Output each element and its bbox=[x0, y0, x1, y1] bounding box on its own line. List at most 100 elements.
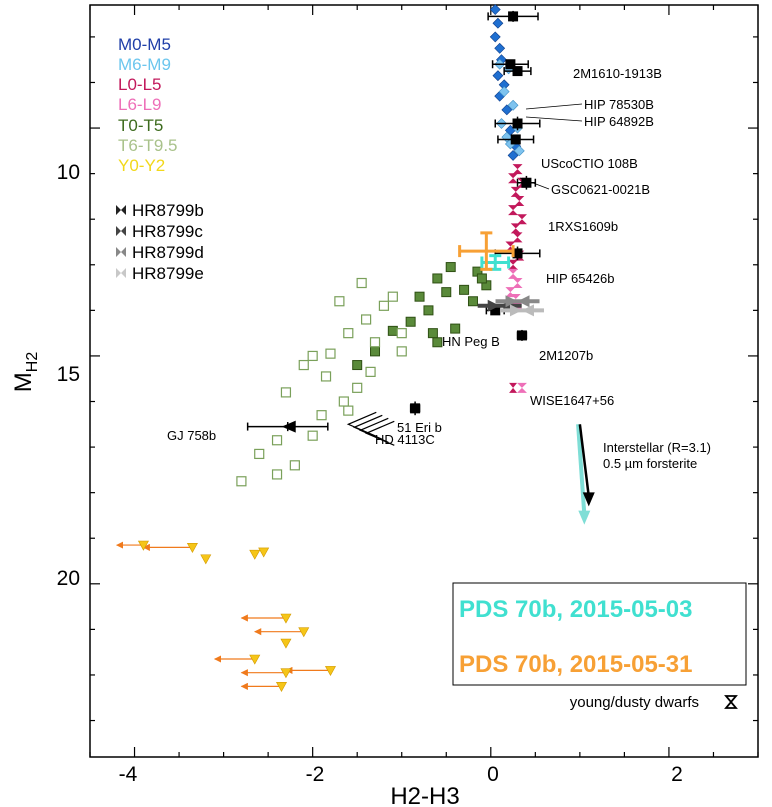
data-point bbox=[476, 273, 487, 284]
legend-entry: M0-M5 bbox=[118, 35, 171, 54]
data-point bbox=[370, 346, 381, 357]
data-point bbox=[280, 387, 292, 398]
legend-entry: L6-L9 bbox=[118, 95, 161, 114]
data-point bbox=[512, 164, 523, 175]
data-point bbox=[445, 262, 456, 273]
legend-entry: T6-T9.5 bbox=[118, 136, 178, 155]
companion-label: GJ 758b bbox=[167, 428, 216, 443]
y-tick-label: 10 bbox=[57, 161, 80, 184]
data-point bbox=[254, 448, 265, 460]
y-tick-label: 15 bbox=[57, 363, 80, 386]
bowtie-icon bbox=[116, 205, 126, 215]
x-tick-label: 0 bbox=[487, 763, 499, 786]
x-tick-label: 2 bbox=[671, 763, 683, 786]
data-point bbox=[507, 149, 519, 161]
data-point bbox=[280, 613, 292, 624]
y-axis-label-sub: H2 bbox=[24, 352, 41, 373]
companion-marker bbox=[410, 403, 421, 414]
companion-label: GSC0621-0021B bbox=[551, 182, 650, 197]
companion-label: HIP 64892B bbox=[584, 114, 654, 129]
data-point bbox=[513, 145, 525, 157]
data-point bbox=[508, 205, 519, 216]
pds70b-legend: PDS 70b, 2015-05-03 PDS 70b, 2015-05-31 bbox=[452, 582, 747, 686]
data-point bbox=[508, 173, 519, 184]
data-point bbox=[508, 268, 519, 279]
data-point bbox=[271, 435, 283, 446]
companion-marker bbox=[508, 11, 519, 22]
x-tick-label: -2 bbox=[306, 763, 325, 786]
legend-entry: HR8799c bbox=[132, 222, 203, 241]
data-point bbox=[271, 469, 283, 480]
data-point bbox=[510, 223, 521, 234]
data-point bbox=[365, 366, 376, 377]
data-point bbox=[514, 195, 525, 206]
data-point bbox=[459, 284, 470, 295]
data-point bbox=[307, 350, 318, 362]
legend-entry: Y0-Y2 bbox=[118, 156, 165, 175]
data-point bbox=[200, 554, 212, 565]
companion-label: 2M1207b bbox=[539, 348, 593, 363]
y-tick-label: 20 bbox=[57, 567, 80, 590]
bowtie-icon bbox=[116, 226, 126, 236]
companion-label: UScoCTIO 108B bbox=[541, 156, 638, 171]
data-point bbox=[427, 328, 438, 339]
spectral-type-legend: M0-M5 M6-M9 L0-L5 L6-L9 T0-T5 T6-T9.5 Y0… bbox=[118, 35, 178, 175]
hr8799-legend: HR8799b HR8799c HR8799d HR8799e bbox=[116, 201, 204, 283]
data-point bbox=[432, 273, 443, 284]
data-point bbox=[441, 287, 452, 298]
data-point bbox=[492, 70, 504, 82]
companion-marker bbox=[364, 420, 395, 446]
data-point bbox=[361, 314, 372, 325]
companion-marker bbox=[512, 66, 523, 77]
x-tick-label: -4 bbox=[119, 763, 138, 786]
pds70b-points bbox=[458, 231, 515, 271]
data-point bbox=[316, 410, 327, 421]
companion-label: HD 4113C bbox=[375, 432, 435, 447]
data-point bbox=[280, 668, 292, 679]
y-dwarf-upper-limits bbox=[116, 541, 331, 690]
plot-frame bbox=[89, 4, 759, 758]
x-axis-label: H2-H3 bbox=[390, 783, 459, 807]
data-point bbox=[325, 348, 336, 359]
legend-entry: HR8799d bbox=[132, 243, 204, 262]
data-point bbox=[137, 540, 149, 551]
data-point bbox=[387, 291, 398, 302]
data-point bbox=[489, 4, 501, 15]
companion-label: 51 Eri b bbox=[397, 420, 442, 435]
data-point bbox=[492, 17, 504, 29]
legend-entry: HR8799e bbox=[132, 264, 204, 283]
data-point bbox=[352, 360, 363, 371]
data-point bbox=[258, 547, 270, 558]
arrowhead-icon bbox=[582, 492, 595, 507]
data-point bbox=[378, 300, 390, 311]
companion-label: 2M1610-1913B bbox=[573, 66, 662, 81]
legend-entry: PDS 70b, 2015-05-03 bbox=[459, 596, 692, 623]
vector-label: Interstellar (R=3.1) bbox=[603, 440, 711, 455]
data-point bbox=[289, 460, 300, 471]
data-point bbox=[432, 337, 443, 348]
data-point bbox=[249, 654, 261, 665]
data-point bbox=[512, 232, 523, 243]
data-point bbox=[512, 278, 523, 289]
companion-label: 1RXS1609b bbox=[548, 219, 618, 234]
legend-entry: T0-T5 bbox=[118, 116, 163, 135]
companion-marker bbox=[516, 330, 527, 341]
legend-entry: M6-M9 bbox=[118, 55, 171, 74]
data-point bbox=[516, 214, 527, 225]
hourglass-icon bbox=[724, 695, 738, 709]
symbol-key-label: young/dusty dwarfs bbox=[570, 694, 699, 711]
data-point bbox=[298, 359, 309, 371]
companion-marker bbox=[281, 420, 296, 433]
companion-points bbox=[246, 10, 544, 446]
data-point bbox=[467, 296, 478, 307]
data-point bbox=[324, 666, 336, 677]
data-point bbox=[405, 316, 416, 327]
companion-marker bbox=[505, 59, 516, 70]
data-point bbox=[507, 99, 519, 111]
arrowhead-icon bbox=[578, 510, 591, 525]
companion-marker bbox=[510, 134, 521, 145]
data-point bbox=[516, 382, 527, 393]
data-point bbox=[501, 104, 513, 116]
companion-label: WISE1647+56 bbox=[530, 393, 614, 408]
